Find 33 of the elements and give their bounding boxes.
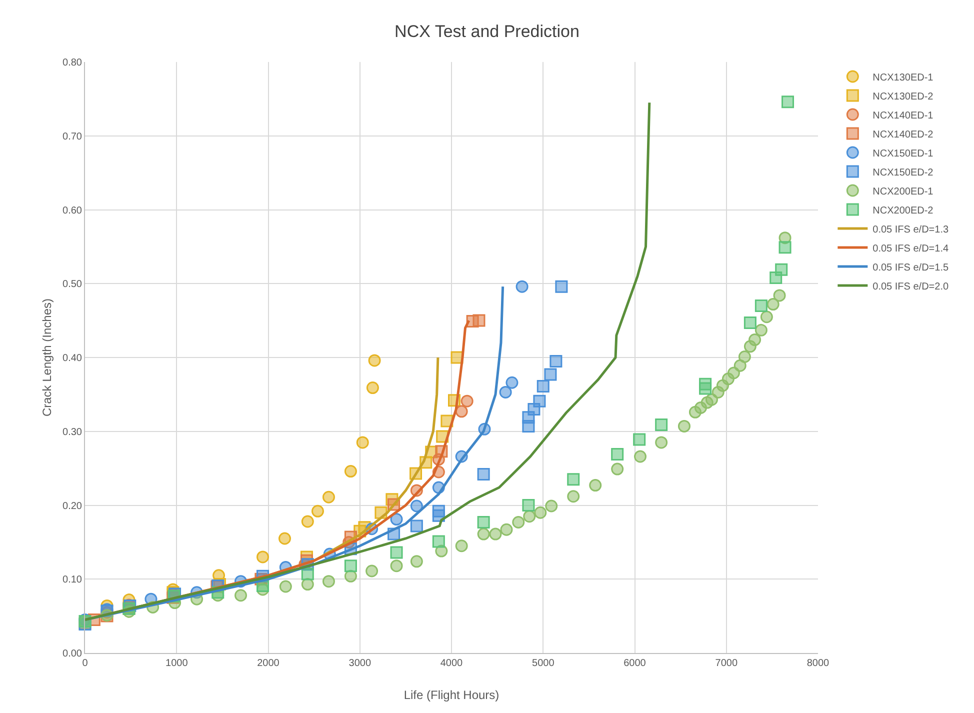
x-tick-label: 4000 [440, 658, 464, 669]
x-tick-label: 7000 [715, 658, 738, 669]
chart-title: NCX Test and Prediction [394, 22, 580, 41]
y-tick-label: 0.60 [62, 205, 82, 216]
y-tick-label: 0.10 [62, 574, 82, 586]
legend-label: NCX130ED-2 [872, 91, 934, 102]
legend-label: NCX130ED-1 [872, 72, 934, 84]
y-tick-label: 0.00 [62, 648, 82, 660]
legend-label: NCX140ED-1 [872, 110, 934, 122]
x-tick-label: 5000 [532, 658, 555, 669]
y-tick-label: 0.40 [62, 353, 82, 364]
x-tick-label: 2000 [257, 658, 280, 669]
legend-label: 0.05 IFS e/D=2.0 [872, 281, 949, 292]
x-tick-label: 8000 [806, 658, 830, 669]
legend-label: NCX150ED-1 [872, 148, 934, 160]
y-tick-label: 0.70 [62, 131, 82, 142]
x-tick-label: 3000 [348, 658, 372, 669]
y-axis-title: Crack Length (Inches) [40, 298, 54, 417]
legend-label: NCX200ED-1 [872, 186, 934, 198]
y-tick-label: 0.20 [62, 500, 82, 512]
x-tick-label: 6000 [624, 658, 646, 669]
y-tick-label: 0.30 [62, 426, 82, 438]
legend-label: NCX140ED-2 [872, 129, 934, 140]
y-tick-label: 0.80 [62, 58, 82, 68]
legend-label: 0.05 IFS e/D=1.4 [872, 243, 949, 254]
y-tick-label: 0.50 [62, 279, 82, 290]
legend-label: 0.05 IFS e/D=1.5 [872, 262, 949, 274]
x-tick-label: 1000 [166, 658, 188, 669]
legend-label: NCX150ED-2 [872, 167, 934, 178]
x-tick-label: 0 [82, 658, 88, 669]
x-axis-title: Life (Flight Hours) [404, 688, 500, 702]
legend-label: NCX200ED-2 [872, 205, 934, 216]
legend-label: 0.05 IFS e/D=1.3 [872, 224, 949, 236]
